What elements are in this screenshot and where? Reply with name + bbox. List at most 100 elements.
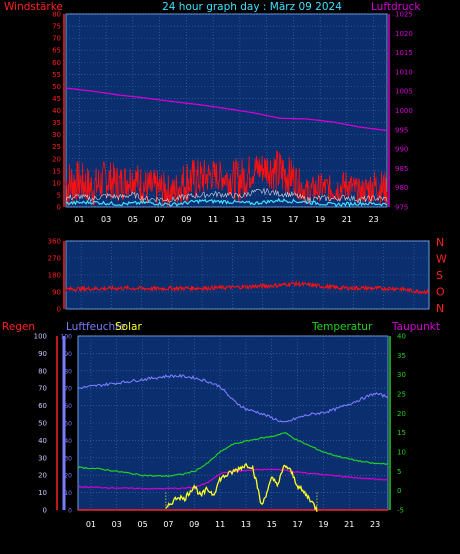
humidity-tick-label: 100: [61, 334, 73, 341]
x-tick-label: 15: [262, 215, 272, 224]
wind-tick-label: 10: [52, 179, 61, 187]
wind-tick-label: 70: [52, 35, 61, 43]
humidity-line: [77, 373, 389, 423]
wind-tick-label: 25: [52, 143, 61, 151]
wind-tick-label: 50: [52, 83, 61, 91]
chart-title: 24 hour graph day : März 09 2024: [162, 1, 342, 13]
wind-average-line: [65, 187, 388, 204]
x-tick-label: 01: [74, 215, 84, 224]
rain-axis-title: Regen: [2, 321, 35, 333]
x-tick-label: 09: [181, 215, 191, 224]
wind-tick-label: 40: [52, 107, 61, 115]
x-tick-label: 19: [318, 520, 328, 529]
humidity-tick-label: 30: [64, 455, 72, 462]
wind-tick-label: 60: [52, 59, 61, 67]
pressure-tick-label: 980: [395, 184, 408, 192]
rain-tick-label: 50: [38, 420, 47, 428]
wind-tick-label: 75: [52, 23, 61, 31]
temperature-tick-label: 35: [397, 352, 406, 360]
humidity-tick-label: 60: [64, 403, 72, 410]
temperature-tick-label: -5: [397, 507, 404, 515]
x-tick-label: 07: [163, 520, 173, 529]
wind-direction-line: [65, 279, 430, 295]
rain-tick-label: 40: [38, 437, 47, 445]
wind-pressure-series: [65, 87, 388, 208]
direction-axis-ticks: 0 90 180 270 360: [48, 238, 65, 314]
wind-axis-title: Windstärke: [4, 1, 63, 13]
rain-tick-label: 100: [34, 333, 47, 341]
x-tick-label: 09: [189, 520, 199, 529]
pressure-tick-label: 1020: [395, 30, 413, 38]
temperature-tick-label: 40: [397, 333, 406, 341]
pressure-axis-ticks: 975 980 985 990 995 1000 1005 1010 1015 1020 1025: [388, 11, 413, 212]
pressure-line: [65, 87, 388, 132]
rain-tick-label: 90: [38, 350, 47, 358]
compass-label: S: [436, 269, 443, 282]
humidity-axis-title: Luftfeuchte: [66, 321, 126, 333]
pressure-tick-label: 985: [395, 165, 408, 173]
pressure-tick-label: 990: [395, 146, 408, 154]
wind-tick-label: 30: [52, 131, 61, 139]
x-tick-label: 11: [215, 520, 225, 529]
pressure-axis-title: Luftdruck: [371, 1, 421, 13]
humidity-tick-label: 70: [64, 386, 72, 393]
pressure-tick-label: 995: [395, 126, 408, 134]
wind-tick-label: 35: [52, 119, 61, 127]
wind-tick-label: 80: [52, 11, 61, 19]
temperature-tick-label: 15: [397, 429, 406, 437]
temperature-tick-label: 0: [397, 487, 401, 495]
humidity-tick-label: 20: [64, 473, 72, 480]
compass-label: N: [436, 302, 444, 315]
direction-tick-label: 180: [48, 272, 61, 280]
rain-tick-label: 80: [38, 367, 47, 375]
direction-tick-label: 360: [48, 238, 61, 246]
pressure-tick-label: 1000: [395, 107, 413, 115]
rain-tick-label: 20: [38, 472, 47, 480]
temperature-tick-label: 20: [397, 410, 406, 418]
wind-axis-ticks: 0 5 10 15 20 25 30 35 40 45 50 55 60 65 70 75 80: [52, 11, 65, 212]
direction-tick-label: 270: [48, 255, 61, 263]
direction-tick-label: 0: [57, 306, 61, 314]
humidity-tick-label: 40: [64, 438, 72, 445]
wind-speed-line: [65, 150, 388, 207]
direction-tick-label: 90: [52, 289, 61, 297]
wind-tick-label: 45: [52, 95, 61, 103]
rain-axis-ticks: 0 0 10 10 20 20 30 30 40 40 50 50 60 60 70 70 80 80 90 90 10…: [34, 333, 73, 515]
wind-direction-series: [65, 279, 430, 295]
pressure-tick-label: 1025: [395, 11, 413, 19]
x-tick-label: 05: [128, 215, 138, 224]
x-tick-label: 17: [288, 215, 298, 224]
humidity-tick-label: 50: [64, 421, 72, 428]
x-tick-label: 13: [235, 215, 245, 224]
dewpoint-axis-title: Taupunkt: [391, 321, 440, 333]
x-tick-label: 15: [267, 520, 277, 529]
x-axis-ticks-top: 01 03 05 07 09 11 13 15 17 19 21 23: [74, 215, 378, 224]
wind-tick-label: 20: [52, 155, 61, 163]
wind-tick-label: 15: [52, 167, 61, 175]
temperature-axis-ticks: -5 0 5 10 15 20 25 30 35 40: [389, 333, 406, 515]
x-tick-label: 19: [315, 215, 325, 224]
climate-panel: [77, 335, 389, 511]
x-tick-label: 01: [86, 520, 96, 529]
x-tick-label: 07: [155, 215, 165, 224]
x-tick-label: 11: [208, 215, 218, 224]
rain-tick-label: 70: [38, 385, 47, 393]
x-tick-label: 17: [292, 520, 302, 529]
humidity-tick-label: 80: [64, 368, 72, 375]
gust-line: [65, 197, 388, 208]
temperature-tick-label: 5: [397, 468, 401, 476]
wind-direction-grid: [66, 240, 429, 310]
rain-tick-label: 30: [38, 454, 47, 462]
x-tick-label: 13: [241, 520, 251, 529]
pressure-tick-label: 1005: [395, 88, 413, 96]
wind-tick-label: 65: [52, 47, 61, 55]
temperature-tick-label: 25: [397, 391, 406, 399]
rain-tick-label: 60: [38, 402, 47, 410]
temperature-tick-label: 10: [397, 449, 406, 457]
pressure-tick-label: 1015: [395, 49, 413, 57]
climate-grid: [78, 335, 388, 511]
x-tick-label: 21: [344, 520, 354, 529]
compass-label: W: [436, 253, 447, 266]
